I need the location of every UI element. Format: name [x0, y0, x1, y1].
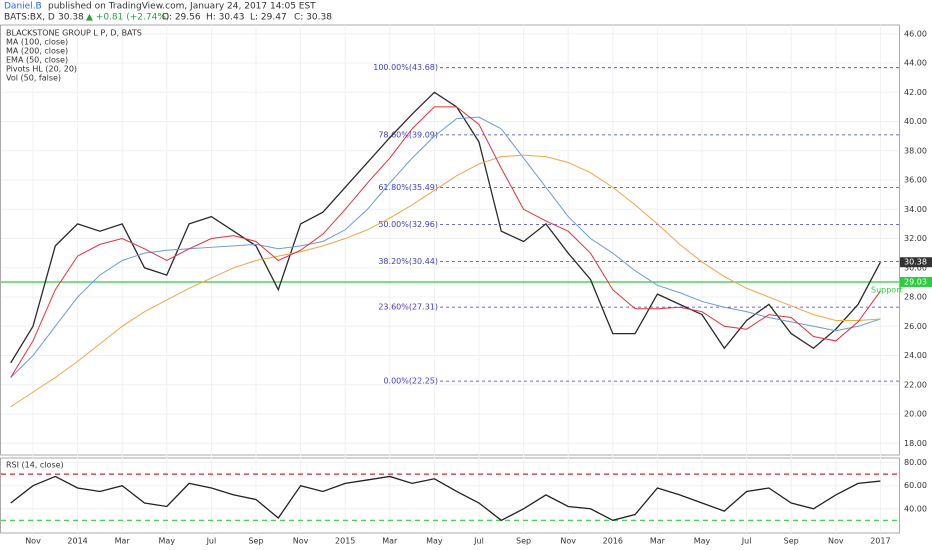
x-tick-label: Nov — [25, 537, 41, 546]
y-tick-label: 34.00 — [904, 205, 927, 214]
main-pane — [0, 24, 900, 456]
support-tag-label: 29.03 — [904, 277, 927, 286]
fib-label: 78.60%(39.09) — [378, 130, 438, 139]
fib-label: 38.20%(30.44) — [378, 257, 438, 266]
x-tick-label: Nov — [293, 537, 309, 546]
fib-label: 50.00%(32.96) — [378, 220, 438, 229]
change: ▲ +0.81 (+2.74%) — [86, 13, 169, 23]
x-tick-label: Jul — [741, 537, 752, 546]
x-tick-label: Sep — [516, 537, 531, 546]
y-tick-label: 30.00 — [904, 263, 927, 272]
close: C: 30.38 — [294, 13, 332, 23]
y-tick-label: 40.00 — [904, 117, 927, 126]
support-tag — [900, 276, 932, 287]
low: L: 29.47 — [250, 13, 287, 23]
y-tick-label: 20.00 — [904, 410, 927, 419]
y-tick-label: 46.00 — [904, 29, 927, 38]
legend-entry: Vol (50, false) — [6, 74, 61, 83]
x-tick-label: Sep — [784, 537, 799, 546]
x-tick-label: Sep — [248, 537, 263, 546]
x-tick-label: 2015 — [335, 537, 355, 546]
y-tick-label: 44.00 — [904, 59, 927, 68]
x-tick-label: May — [694, 537, 711, 546]
y-tick-label: 38.00 — [904, 146, 927, 155]
x-tick-label: May — [159, 537, 176, 546]
x-tick-label: 2016 — [603, 537, 623, 546]
fib-label: 100.00%(43.68) — [373, 63, 438, 72]
last: 30.38 — [58, 13, 84, 23]
y-tick-label: 36.00 — [904, 176, 927, 185]
x-tick-label: Nov — [560, 537, 576, 546]
y-tick-label: 32.00 — [904, 234, 927, 243]
x-tick-label: 2017 — [870, 537, 890, 546]
fib-label: 61.80%(35.49) — [378, 183, 438, 192]
support-label: Support — [871, 285, 903, 294]
x-tick-label: May — [426, 537, 443, 546]
x-tick-label: Jul — [206, 537, 217, 546]
legend-entry: BLACKSTONE GROUP L P, D, BATS — [6, 29, 142, 38]
rsi-legend: RSI (14, close) — [6, 461, 64, 470]
legend-entry: Pivots HL (20, 20) — [6, 65, 77, 74]
fib-label: 0.00%(22.25) — [383, 377, 438, 386]
symbol: BATS:BX, D — [4, 13, 55, 23]
legend-entry: MA (100, close) — [6, 38, 68, 47]
published: published on TradingView.com, January 24… — [48, 2, 316, 12]
series-line — [10, 91, 881, 364]
x-tick-label: Mar — [382, 537, 398, 546]
x-tick-label: Mar — [115, 537, 131, 546]
series-line — [10, 106, 881, 378]
y-tick-label: 26.00 — [904, 322, 927, 331]
price-tag-label: 30.38 — [904, 258, 927, 267]
y-tick-label: 40.00 — [904, 504, 927, 513]
legend-entry: EMA (50, close) — [6, 56, 68, 65]
fib-label: 23.60%(27.31) — [378, 303, 438, 312]
series-line — [10, 154, 881, 408]
y-tick-label: 28.00 — [904, 293, 927, 302]
author: Daniel.B — [4, 2, 42, 12]
y-tick-label: 18.00 — [904, 439, 927, 448]
rsi-pane — [0, 457, 900, 534]
series-line — [10, 475, 881, 522]
series-line — [10, 116, 881, 378]
y-tick-label: 80.00 — [904, 458, 927, 467]
price-tag — [900, 257, 932, 268]
y-tick-label: 24.00 — [904, 351, 927, 360]
open: O: 29.56 — [162, 13, 201, 23]
x-tick-label: 2014 — [67, 537, 87, 546]
x-tick-label: Mar — [650, 537, 666, 546]
x-tick-label: Jul — [473, 537, 484, 546]
y-tick-label: 42.00 — [904, 88, 927, 97]
legend-entry: MA (200, close) — [6, 47, 68, 56]
x-tick-label: Nov — [828, 537, 844, 546]
y-tick-label: 22.00 — [904, 380, 927, 389]
high: H: 30.43 — [206, 13, 244, 23]
y-tick-label: 60.00 — [904, 481, 927, 490]
